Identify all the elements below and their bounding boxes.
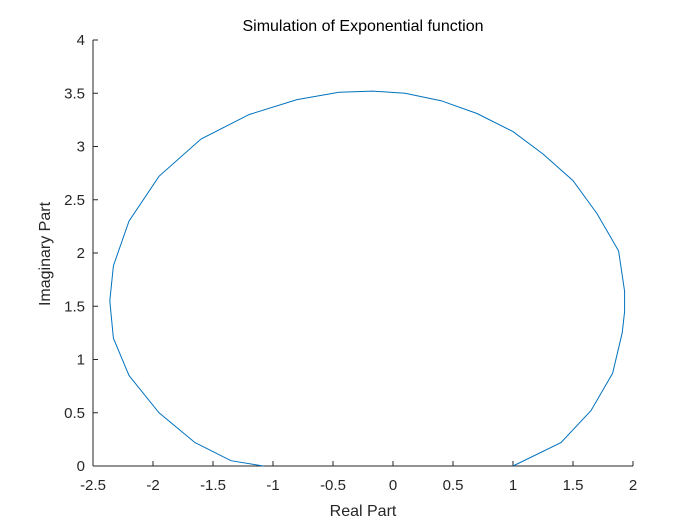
x-tick-label: 1.5 xyxy=(563,477,584,494)
y-tick-label: 2.5 xyxy=(64,192,85,209)
y-tick-label: 2 xyxy=(77,245,85,262)
y-tick-label: 0.5 xyxy=(64,405,85,422)
axes: -2.5 -2 -1.5 -1 -0.5 0 0.5 1 1.5 2 0 0.5 1 1.5 2 2.5 3 3.… xyxy=(64,32,637,494)
x-tick-label: 0.5 xyxy=(443,477,464,494)
x-tick-label: 0 xyxy=(389,477,397,494)
y-tick-label: 0 xyxy=(77,458,85,475)
x-tick-label: 1 xyxy=(509,477,517,494)
x-tick-label: 2 xyxy=(629,477,637,494)
plot-area xyxy=(109,90,626,467)
y-tick-label: 3.5 xyxy=(64,85,85,102)
x-tick-label: -2.5 xyxy=(80,477,106,494)
y-tick-label: 4 xyxy=(77,32,85,49)
x-tick-label: -2 xyxy=(146,477,159,494)
x-tick-label: -1.5 xyxy=(200,477,226,494)
x-axis-label: Real Part xyxy=(330,503,397,520)
chart-title: Simulation of Exponential function xyxy=(242,18,483,35)
series-line xyxy=(109,90,626,467)
y-axis-label: Imaginary Part xyxy=(37,201,54,306)
x-tick-label: -0.5 xyxy=(320,477,346,494)
y-tick-label: 1 xyxy=(77,352,85,369)
x-tick-label: -1 xyxy=(266,477,279,494)
y-tick-label: 3 xyxy=(77,139,85,156)
y-tick-label: 1.5 xyxy=(64,298,85,315)
